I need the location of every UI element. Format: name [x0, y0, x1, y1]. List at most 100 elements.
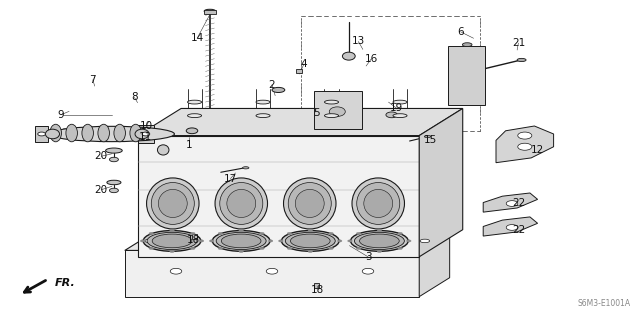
Ellipse shape	[243, 167, 249, 169]
Ellipse shape	[109, 188, 118, 193]
Ellipse shape	[216, 232, 266, 249]
Circle shape	[268, 240, 273, 242]
Ellipse shape	[106, 148, 122, 153]
Text: 9: 9	[58, 110, 64, 120]
Text: 16: 16	[365, 54, 378, 64]
Ellipse shape	[285, 232, 335, 249]
Text: 10: 10	[140, 121, 152, 131]
Ellipse shape	[147, 232, 197, 249]
Ellipse shape	[157, 145, 169, 155]
Circle shape	[329, 247, 333, 249]
Ellipse shape	[295, 189, 324, 218]
Ellipse shape	[204, 9, 216, 13]
Ellipse shape	[50, 124, 61, 142]
Text: 3: 3	[365, 252, 371, 262]
Ellipse shape	[266, 268, 278, 274]
Ellipse shape	[272, 87, 285, 93]
Polygon shape	[496, 126, 554, 163]
Circle shape	[239, 250, 243, 253]
Ellipse shape	[227, 189, 256, 218]
Circle shape	[308, 250, 312, 253]
Circle shape	[406, 240, 411, 242]
Ellipse shape	[393, 114, 407, 118]
Text: 17: 17	[224, 174, 237, 184]
Ellipse shape	[284, 178, 336, 229]
Polygon shape	[138, 136, 419, 257]
Ellipse shape	[393, 100, 407, 104]
Ellipse shape	[215, 178, 268, 229]
Polygon shape	[419, 232, 450, 297]
Circle shape	[170, 250, 174, 253]
Ellipse shape	[342, 52, 355, 60]
Text: 6: 6	[458, 27, 464, 37]
Polygon shape	[314, 91, 362, 129]
Circle shape	[140, 240, 145, 242]
Circle shape	[356, 232, 361, 234]
Ellipse shape	[362, 268, 374, 274]
Circle shape	[287, 232, 292, 234]
Ellipse shape	[66, 124, 77, 142]
Circle shape	[191, 247, 195, 249]
Circle shape	[337, 240, 342, 242]
Ellipse shape	[143, 231, 201, 251]
Text: 22: 22	[512, 225, 525, 235]
Ellipse shape	[152, 234, 192, 248]
Polygon shape	[125, 232, 450, 250]
Circle shape	[209, 240, 214, 242]
Ellipse shape	[256, 114, 270, 118]
Ellipse shape	[518, 143, 532, 150]
Ellipse shape	[38, 132, 45, 136]
Polygon shape	[483, 193, 538, 212]
Ellipse shape	[364, 189, 393, 218]
Ellipse shape	[45, 129, 60, 139]
Ellipse shape	[158, 189, 188, 218]
Circle shape	[356, 247, 361, 249]
Circle shape	[218, 247, 223, 249]
Text: 11: 11	[140, 132, 152, 142]
Circle shape	[218, 232, 223, 234]
Text: 2: 2	[269, 79, 275, 90]
Circle shape	[260, 232, 264, 234]
Ellipse shape	[517, 58, 526, 62]
Ellipse shape	[386, 112, 397, 118]
Ellipse shape	[107, 180, 121, 185]
Circle shape	[260, 247, 264, 249]
Polygon shape	[125, 250, 419, 297]
Ellipse shape	[220, 182, 263, 224]
Ellipse shape	[291, 234, 330, 248]
Circle shape	[170, 229, 174, 232]
Circle shape	[308, 229, 312, 232]
Ellipse shape	[170, 268, 182, 274]
Ellipse shape	[50, 126, 174, 142]
Ellipse shape	[109, 157, 118, 162]
Ellipse shape	[518, 132, 532, 139]
Text: 18: 18	[188, 235, 200, 245]
Circle shape	[398, 232, 403, 234]
Text: 14: 14	[191, 33, 204, 43]
Circle shape	[149, 232, 154, 234]
Ellipse shape	[142, 132, 150, 136]
Polygon shape	[204, 10, 216, 14]
Ellipse shape	[424, 136, 431, 138]
Polygon shape	[35, 126, 48, 142]
Circle shape	[239, 229, 243, 232]
Circle shape	[329, 232, 333, 234]
Text: S6M3-E1001A: S6M3-E1001A	[577, 299, 630, 308]
Text: 5: 5	[314, 108, 320, 118]
Text: 20: 20	[95, 185, 108, 195]
Text: 20: 20	[95, 151, 108, 161]
Ellipse shape	[351, 231, 408, 251]
Text: 21: 21	[512, 38, 525, 48]
Polygon shape	[138, 108, 463, 136]
Circle shape	[149, 247, 154, 249]
Ellipse shape	[135, 129, 149, 139]
Ellipse shape	[256, 100, 270, 104]
Polygon shape	[296, 69, 302, 73]
Ellipse shape	[130, 124, 141, 142]
Ellipse shape	[506, 201, 518, 206]
Text: 8: 8	[131, 92, 138, 102]
Text: 12: 12	[531, 145, 544, 155]
Text: 1: 1	[186, 140, 192, 150]
Text: 13: 13	[352, 36, 365, 47]
Polygon shape	[419, 108, 463, 257]
